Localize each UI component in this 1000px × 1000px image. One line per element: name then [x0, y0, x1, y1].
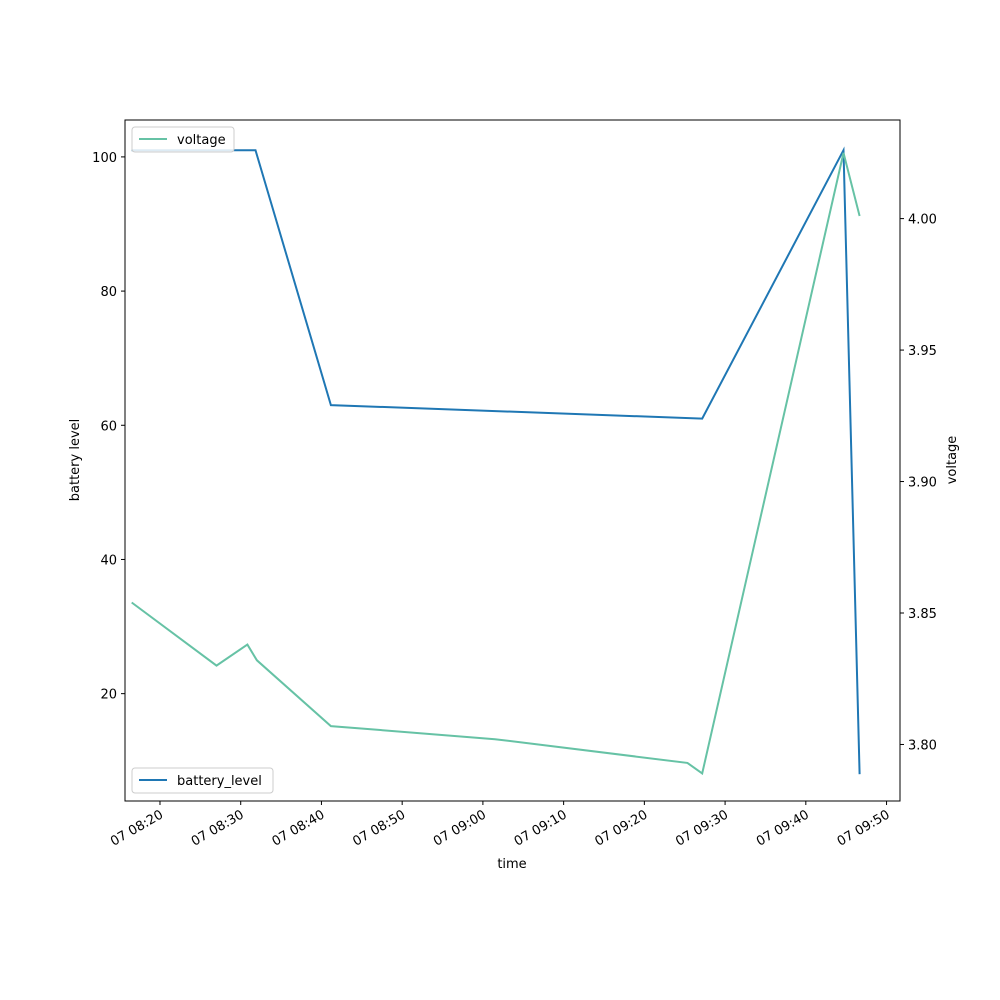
right-y-tick-label: 4.00	[908, 213, 937, 228]
right-y-tick-label: 3.90	[908, 476, 937, 491]
left-y-axis: 20 40 60 80 100	[92, 151, 125, 703]
left-y-tick-label: 20	[100, 688, 117, 703]
legend-voltage: voltage	[131, 126, 235, 153]
legend-box	[131, 126, 235, 153]
left-y-tick-label: 80	[100, 285, 117, 300]
series-layer	[131, 146, 861, 776]
right-y-tick-label: 3.80	[908, 738, 937, 753]
left-y-axis-label: battery level	[68, 419, 83, 502]
right-y-axis-label: voltage	[945, 436, 960, 485]
right-y-tick-label: 3.95	[908, 344, 937, 359]
legend-battery-level: battery_level	[131, 767, 274, 794]
legend-box	[131, 767, 274, 794]
x-axis-label: time	[497, 857, 526, 872]
right-y-tick-label: 3.85	[908, 607, 937, 622]
left-y-tick-label: 100	[92, 151, 117, 166]
right-y-axis: 3.80 3.85 3.90 3.95 4.00	[900, 213, 937, 753]
series-line-battery-level	[131, 146, 861, 775]
left-y-tick-label: 60	[100, 419, 117, 434]
legend-label-battery-level: battery_level	[177, 774, 262, 789]
plot-frame	[124, 119, 901, 802]
left-y-tick-label: 40	[100, 553, 117, 568]
legend-label-voltage: voltage	[177, 133, 226, 148]
series-line-voltage	[131, 152, 861, 776]
